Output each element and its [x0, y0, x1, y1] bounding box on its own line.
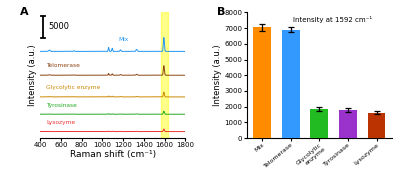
Bar [282, 30, 300, 138]
Text: Glycolytic enzyme: Glycolytic enzyme [46, 85, 100, 90]
Text: 5000: 5000 [48, 22, 69, 31]
Y-axis label: Intensity (a.u.): Intensity (a.u.) [28, 44, 37, 106]
Bar [310, 109, 328, 138]
Text: A: A [20, 7, 28, 17]
Bar [253, 27, 271, 138]
Text: Intensity at 1592 cm⁻¹: Intensity at 1592 cm⁻¹ [293, 16, 372, 23]
Text: Tyrosinase: Tyrosinase [46, 103, 77, 108]
Text: B: B [218, 7, 226, 17]
Bar [160, 12, 168, 138]
Text: Mix: Mix [118, 37, 128, 42]
X-axis label: Raman shift (cm⁻¹): Raman shift (cm⁻¹) [70, 150, 156, 159]
Bar [368, 113, 385, 138]
Text: Telomerase: Telomerase [46, 63, 80, 68]
Y-axis label: Intensity (a.u.): Intensity (a.u.) [213, 44, 222, 106]
Text: Lysozyme: Lysozyme [46, 120, 75, 125]
Bar [339, 110, 357, 138]
